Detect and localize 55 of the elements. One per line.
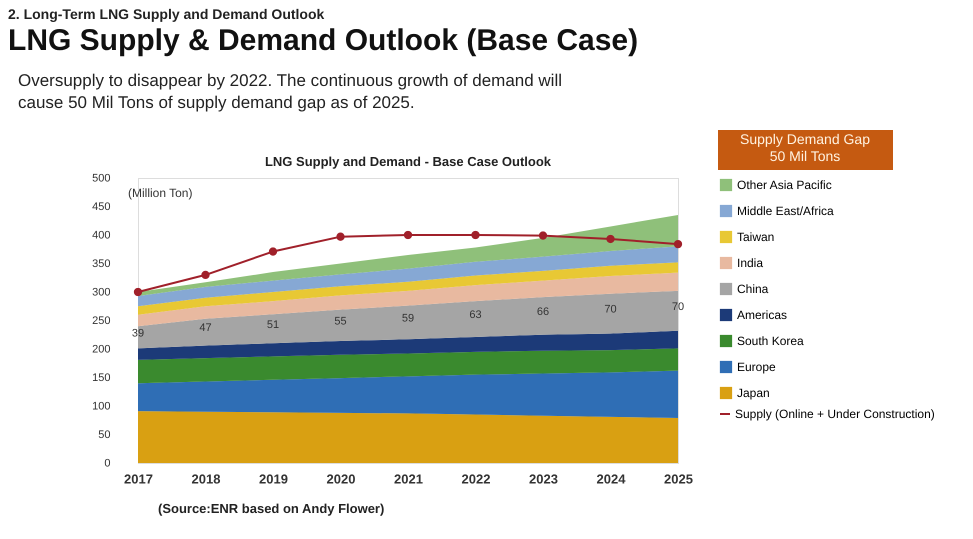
x-tick-label: 2019 <box>259 472 288 486</box>
data-label: 70 <box>604 304 617 316</box>
y-tick-label: 450 <box>92 201 110 213</box>
y-tick-label: 500 <box>92 172 110 184</box>
point <box>674 240 682 248</box>
x-tick-label: 2021 <box>394 472 423 486</box>
point <box>606 234 615 244</box>
x-tick-label: 2024 <box>596 472 626 486</box>
point <box>268 247 278 256</box>
legend-label: Supply (Online + Under Construction) <box>735 407 935 421</box>
x-tick-label: 2018 <box>192 472 220 486</box>
y-tick-label: 350 <box>92 258 110 270</box>
legend-label: Americas <box>737 308 788 322</box>
y-tick-label: 200 <box>92 344 110 356</box>
legend-label: Middle East/Africa <box>737 204 834 218</box>
y-tick-label: 0 <box>104 458 110 470</box>
point <box>538 231 548 240</box>
data-label: 63 <box>469 309 482 322</box>
x-tick-label: 2025 <box>664 472 693 486</box>
y-tick-label: 150 <box>92 372 110 384</box>
x-tick-label: 2022 <box>462 472 490 486</box>
legend-label: Japan <box>737 386 770 400</box>
data-label: 66 <box>536 306 550 318</box>
text: Oversupply to disappear by 2022. The continuous growth of demand will cause 50 Mil Tons of supply demand gap as of 2025. <box>18 71 562 112</box>
legend-label: China <box>737 282 769 296</box>
text: Supply Demand Gap 50 Mil Tons <box>740 131 870 164</box>
legend-label: India <box>737 256 764 270</box>
text: LNG Supply & Demand Outlook (Base Case) <box>8 24 638 57</box>
x-tick-label: 2017 <box>124 472 153 486</box>
y-tick-label: 300 <box>92 286 110 298</box>
legend-label: Other Asia Pacific <box>737 178 832 192</box>
y-axis-title: (Million Ton) <box>128 186 192 200</box>
legend-label: South Korea <box>737 334 804 348</box>
point <box>201 270 210 280</box>
legend-label: Taiwan <box>737 230 774 244</box>
text: (Source:ENR based on Andy Flower) <box>158 501 384 516</box>
x-tick-label: 2020 <box>326 472 356 486</box>
text: 2. Long-Term LNG Supply and Demand Outlook <box>8 6 325 22</box>
point <box>471 230 480 240</box>
y-tick-label: 50 <box>98 429 110 441</box>
point <box>404 230 412 240</box>
legend-label: Europe <box>737 360 776 374</box>
data-label: 70 <box>672 300 684 313</box>
data-label: 47 <box>199 322 212 334</box>
data-label: 55 <box>334 315 347 328</box>
x-tick-label: 2023 <box>529 472 558 486</box>
data-label: 51 <box>266 318 280 331</box>
point <box>336 232 345 241</box>
data-label: 59 <box>402 312 414 324</box>
y-tick-label: 250 <box>92 315 110 327</box>
y-tick-label: 400 <box>92 230 110 242</box>
y-tick-label: 100 <box>92 400 110 412</box>
data-label: 39 <box>132 327 144 340</box>
chart-title: LNG Supply and Demand - Base Case Outlook <box>264 154 552 169</box>
point <box>134 288 142 296</box>
